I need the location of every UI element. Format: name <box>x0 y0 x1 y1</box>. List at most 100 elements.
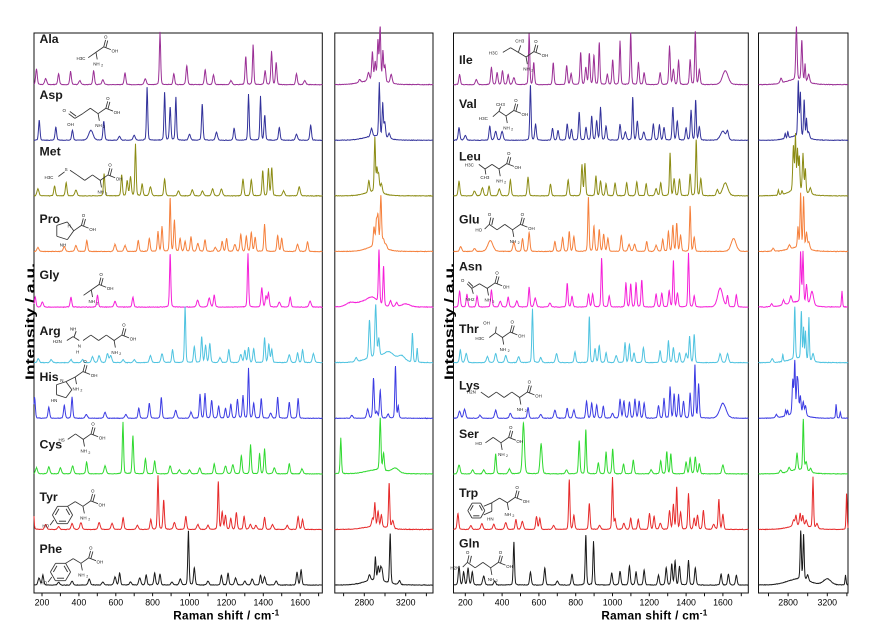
svg-text:600: 600 <box>532 598 547 608</box>
svg-text:H3C: H3C <box>479 116 489 121</box>
svg-text:2: 2 <box>525 409 527 413</box>
svg-text:OH: OH <box>111 48 118 53</box>
svg-text:H2N: H2N <box>450 565 459 570</box>
svg-text:Cys: Cys <box>40 438 63 452</box>
svg-text:400: 400 <box>495 598 510 608</box>
svg-text:O: O <box>89 545 93 550</box>
svg-text:1600: 1600 <box>713 598 733 608</box>
svg-text:H2N: H2N <box>53 339 62 344</box>
svg-text:H3C: H3C <box>76 56 86 61</box>
svg-text:Raman shift / cm-1: Raman shift / cm-1 <box>173 608 279 622</box>
svg-text:NH: NH <box>505 512 511 517</box>
svg-text:OH: OH <box>116 177 123 182</box>
svg-text:O: O <box>466 550 470 555</box>
svg-text:OH: OH <box>522 112 529 117</box>
svg-text:2: 2 <box>80 388 82 392</box>
svg-text:O: O <box>106 96 110 101</box>
svg-text:NH: NH <box>70 326 76 331</box>
svg-text:O: O <box>509 425 513 430</box>
svg-text:NH: NH <box>80 449 86 454</box>
svg-text:2800: 2800 <box>778 598 798 608</box>
svg-text:1400: 1400 <box>254 598 274 608</box>
svg-text:OH: OH <box>99 436 106 441</box>
svg-text:400: 400 <box>72 598 87 608</box>
svg-text:Gly: Gly <box>40 268 60 282</box>
svg-text:OH: OH <box>528 226 535 231</box>
svg-text:Intensity / a.u.: Intensity / a.u. <box>443 263 457 380</box>
svg-text:O: O <box>108 162 112 167</box>
svg-text:O: O <box>495 270 499 275</box>
svg-text:200: 200 <box>35 598 50 608</box>
svg-text:O: O <box>91 421 95 426</box>
svg-text:Leu: Leu <box>459 150 481 164</box>
svg-text:OH: OH <box>542 53 549 58</box>
svg-text:2: 2 <box>103 125 105 129</box>
svg-text:H3C: H3C <box>44 175 54 180</box>
svg-text:1200: 1200 <box>217 598 237 608</box>
svg-text:NH: NH <box>498 452 504 457</box>
svg-text:N: N <box>78 343 81 348</box>
svg-text:NH: NH <box>97 190 103 195</box>
svg-text:O: O <box>528 380 532 385</box>
svg-text:NH: NH <box>523 66 529 71</box>
svg-text:800: 800 <box>568 598 583 608</box>
svg-text:OH: OH <box>96 559 103 564</box>
svg-text:HO: HO <box>40 580 47 585</box>
svg-text:OH: OH <box>98 502 105 507</box>
svg-text:NH: NH <box>488 577 494 582</box>
svg-text:2: 2 <box>86 575 88 579</box>
svg-text:2: 2 <box>518 241 520 245</box>
svg-text:Intensity / a.u.: Intensity / a.u. <box>24 263 38 380</box>
svg-text:2: 2 <box>105 192 107 196</box>
svg-text:1200: 1200 <box>640 598 660 608</box>
svg-text:OH: OH <box>114 110 121 115</box>
svg-text:3200: 3200 <box>818 598 838 608</box>
svg-text:600: 600 <box>108 598 123 608</box>
svg-text:2: 2 <box>96 301 98 305</box>
svg-text:NH: NH <box>484 298 490 303</box>
svg-text:S: S <box>65 167 68 172</box>
svg-text:2: 2 <box>492 300 494 304</box>
svg-text:CH3: CH3 <box>496 102 505 107</box>
svg-text:2: 2 <box>531 68 533 72</box>
svg-text:1000: 1000 <box>180 598 200 608</box>
svg-text:OH: OH <box>516 439 523 444</box>
svg-text:NH: NH <box>72 386 78 391</box>
svg-text:OH: OH <box>483 320 490 325</box>
svg-text:2: 2 <box>512 514 514 518</box>
svg-text:Glu: Glu <box>459 213 480 227</box>
svg-text:Phe: Phe <box>40 542 63 556</box>
svg-text:O: O <box>91 488 95 493</box>
svg-text:2: 2 <box>101 64 103 68</box>
svg-text:NH: NH <box>500 347 506 352</box>
svg-text:1400: 1400 <box>676 598 696 608</box>
svg-text:2800: 2800 <box>355 598 375 608</box>
svg-text:Ile: Ile <box>459 53 473 67</box>
svg-text:800: 800 <box>145 598 160 608</box>
svg-text:2: 2 <box>511 127 513 131</box>
svg-text:NH: NH <box>78 573 84 578</box>
svg-text:H: H <box>76 350 79 355</box>
svg-text:O: O <box>521 212 525 217</box>
svg-text:Gln: Gln <box>459 537 480 551</box>
svg-text:200: 200 <box>458 598 473 608</box>
svg-text:2: 2 <box>119 352 121 356</box>
svg-text:O: O <box>499 550 503 555</box>
svg-text:2: 2 <box>496 579 498 583</box>
svg-text:NH: NH <box>95 123 101 128</box>
svg-text:H3C: H3C <box>475 336 485 341</box>
svg-text:Pro: Pro <box>40 212 61 226</box>
svg-text:OH: OH <box>503 285 510 290</box>
svg-text:OH: OH <box>518 334 525 339</box>
svg-text:2: 2 <box>88 518 90 522</box>
svg-text:2: 2 <box>508 349 510 353</box>
svg-text:Raman shift / cm-1: Raman shift / cm-1 <box>601 608 707 622</box>
svg-text:OH: OH <box>523 499 530 504</box>
svg-text:NH: NH <box>517 407 523 412</box>
svg-text:CH3: CH3 <box>480 175 489 180</box>
svg-text:Asp: Asp <box>40 88 63 102</box>
svg-text:O: O <box>488 212 492 217</box>
svg-text:OH: OH <box>535 394 542 399</box>
svg-text:NH: NH <box>496 178 502 183</box>
svg-text:NH: NH <box>503 125 509 130</box>
